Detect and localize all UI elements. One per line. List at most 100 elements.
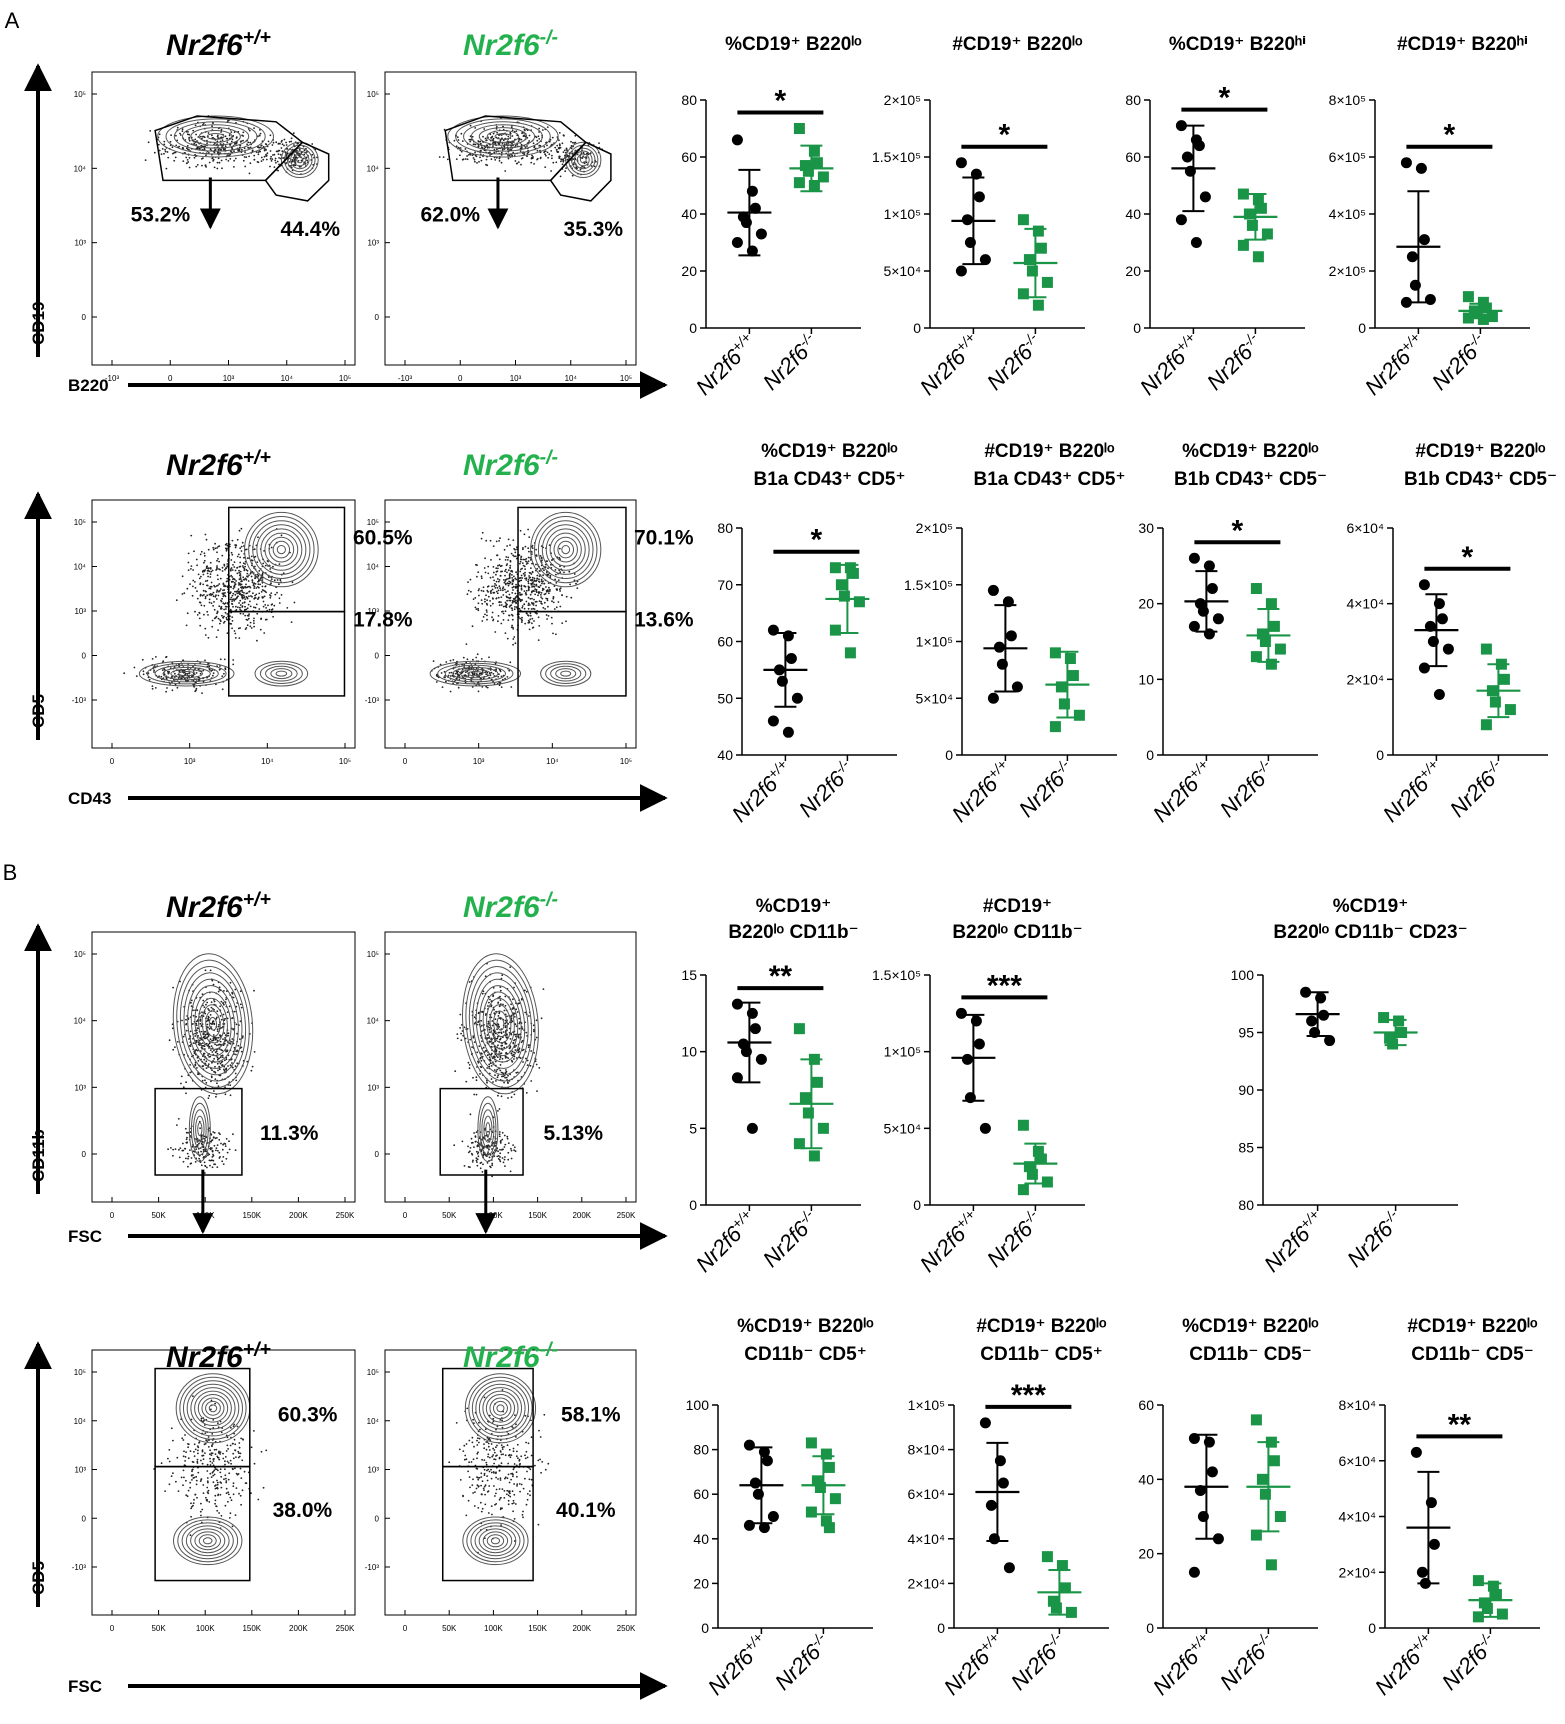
event-dot [215, 1149, 217, 1152]
event-dot [235, 597, 238, 600]
event-dot [238, 569, 240, 572]
event-dot [546, 126, 549, 128]
contour-line [553, 536, 578, 563]
event-dot [202, 1141, 204, 1143]
event-dot [506, 563, 509, 565]
event-dot [245, 627, 248, 629]
event-dot [168, 1039, 171, 1042]
event-dot [228, 1472, 231, 1475]
event-dot [469, 1150, 471, 1153]
event-dot [499, 989, 502, 992]
event-dot [525, 1092, 528, 1094]
event-dot [206, 1477, 209, 1479]
event-dot [504, 559, 507, 561]
event-dot [274, 593, 277, 596]
event-dot [499, 139, 502, 142]
event-dot [255, 603, 258, 606]
event-dot [230, 559, 233, 561]
event-dot [481, 1011, 484, 1013]
event-dot [476, 162, 478, 164]
event-dot [491, 616, 493, 619]
event-dot [551, 154, 553, 157]
event-dot [490, 559, 492, 561]
y-tick-label: 0 [375, 652, 380, 661]
event-dot [504, 570, 506, 573]
event-dot [509, 581, 512, 584]
event-dot [526, 562, 529, 564]
event-dot [171, 689, 174, 692]
event-dot [210, 1006, 213, 1009]
event-dot [545, 586, 547, 588]
event-dot [484, 671, 486, 674]
event-dot [529, 618, 532, 621]
event-dot [228, 1042, 231, 1044]
gate-percentage: 11.3% [260, 1122, 319, 1145]
event-dot [174, 1046, 176, 1048]
event-dot [265, 1449, 268, 1452]
event-dot [235, 1053, 237, 1056]
event-dot [205, 565, 208, 568]
event-dot [209, 561, 212, 564]
event-dot [243, 592, 245, 594]
x-tick-label: 10⁴ [261, 757, 274, 766]
event-dot [489, 600, 491, 602]
event-dot [485, 602, 488, 605]
event-dot [216, 547, 218, 549]
event-dot [499, 587, 501, 590]
event-dot [497, 1478, 499, 1480]
event-dot [515, 1008, 517, 1011]
event-dot [498, 564, 501, 566]
event-dot [206, 1001, 209, 1004]
event-dot [253, 582, 256, 585]
event-dot [487, 595, 490, 598]
event-dot [278, 597, 281, 600]
event-dot [222, 1044, 225, 1047]
event-dot [202, 1454, 205, 1457]
event-dot [543, 151, 545, 154]
event-dot [213, 1090, 215, 1092]
event-dot [216, 1028, 219, 1031]
event-dot [502, 1072, 505, 1075]
event-dot [532, 602, 535, 605]
event-dot [535, 1019, 538, 1022]
event-dot [216, 135, 219, 138]
event-dot [303, 153, 306, 156]
event-dot [311, 143, 314, 145]
event-dot [442, 156, 445, 159]
event-dot [531, 547, 534, 549]
event-dot [259, 132, 262, 135]
event-dot [189, 1486, 192, 1489]
event-dot [536, 149, 539, 152]
event-dot [183, 1476, 185, 1479]
event-dot [558, 547, 561, 550]
event-dot [517, 1051, 520, 1054]
event-dot [510, 1147, 512, 1150]
event-dot [501, 1389, 504, 1391]
event-dot [477, 1451, 479, 1454]
event-dot [538, 578, 540, 581]
event-dot [205, 538, 208, 541]
event-dot [494, 142, 497, 145]
event-dot [506, 637, 509, 640]
event-dot [497, 615, 500, 617]
event-dot [527, 589, 530, 592]
event-dot [538, 600, 541, 602]
event-dot [505, 606, 508, 609]
event-dot [249, 146, 252, 149]
event-dot [504, 995, 507, 998]
y-tick-label: 10⁴ [74, 164, 87, 173]
event-dot [175, 1480, 177, 1483]
event-dot [551, 559, 553, 561]
event-dot [209, 1159, 212, 1162]
x-tick-label: 0 [403, 757, 408, 766]
event-dot [502, 594, 505, 596]
event-dot [280, 141, 283, 143]
event-dot [593, 165, 596, 168]
event-dot [231, 138, 234, 141]
event-dot [533, 583, 536, 586]
event-dot [511, 1020, 514, 1023]
event-dot [209, 1464, 212, 1466]
event-dot [527, 596, 530, 599]
event-dot [198, 1157, 201, 1160]
contour-line [162, 666, 211, 681]
